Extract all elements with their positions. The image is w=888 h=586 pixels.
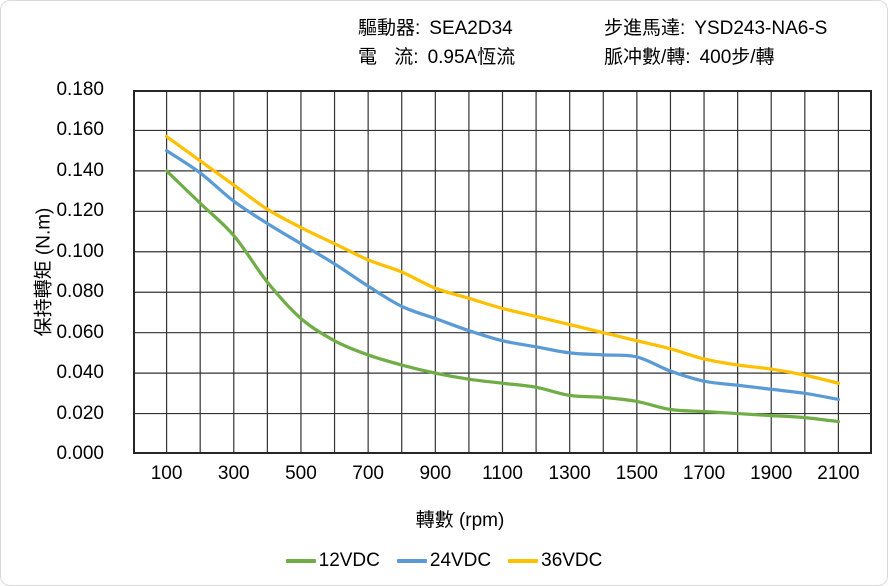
driver-value: SEA2D34 bbox=[429, 18, 513, 39]
plot-border bbox=[133, 90, 872, 454]
legend-line-marker bbox=[396, 559, 427, 563]
x-tick-label: 1300 bbox=[548, 463, 591, 484]
legend: 12VDC 24VDC 36VDC bbox=[0, 548, 888, 574]
curve-36vdc bbox=[164, 134, 841, 385]
x-tick-label: 100 bbox=[150, 463, 183, 484]
pulses-value: 400步/轉 bbox=[699, 47, 775, 68]
header-right-column: 步進馬達: YSD243-NA6-S 脈冲數/轉: 400步/轉 bbox=[604, 14, 827, 72]
current-label: 電 流: bbox=[358, 47, 419, 68]
y-tick-label: 0.080 bbox=[56, 281, 104, 303]
x-tick-label: 1500 bbox=[615, 463, 658, 484]
x-tick-label: 300 bbox=[217, 463, 250, 484]
y-tick-label: 0.060 bbox=[56, 321, 104, 343]
motor-row: 步進馬達: YSD243-NA6-S bbox=[604, 14, 827, 43]
motor-label: 步進馬達: bbox=[604, 18, 686, 39]
legend-item-12vdc: 12VDC bbox=[285, 550, 380, 572]
legend-item-24vdc: 24VDC bbox=[396, 550, 492, 572]
curve-24vdc bbox=[164, 149, 841, 402]
y-tick-label: 0.020 bbox=[56, 402, 104, 424]
x-tick-label: 700 bbox=[352, 463, 384, 484]
motor-value: YSD243-NA6-S bbox=[694, 18, 828, 39]
x-tick-label: 500 bbox=[285, 463, 317, 484]
header-left-column: 驅動器: SEA2D34 電 流: 0.95A恆流 bbox=[358, 14, 515, 72]
plot-area bbox=[133, 90, 872, 454]
x-tick-label: 1700 bbox=[682, 463, 726, 484]
y-tick-label: 0.000 bbox=[56, 443, 104, 464]
legend-line-marker bbox=[285, 559, 316, 563]
legend-line-marker bbox=[508, 559, 539, 563]
y-tick-label: 0.180 bbox=[56, 79, 104, 100]
legend-label: 24VDC bbox=[429, 550, 492, 571]
x-tick-label: 1900 bbox=[750, 463, 793, 484]
x-tick-label: 900 bbox=[419, 463, 452, 484]
legend-label: 36VDC bbox=[541, 550, 603, 571]
legend-item-36vdc: 36VDC bbox=[508, 550, 602, 572]
y-tick-label: 0.120 bbox=[56, 200, 104, 222]
y-tick-label: 0.100 bbox=[56, 240, 104, 262]
y-tick-label: 0.040 bbox=[56, 362, 104, 384]
y-tick-label: 0.160 bbox=[56, 119, 104, 141]
curve-12vdc bbox=[164, 169, 841, 424]
pulses-row: 脈冲數/轉: 400步/轉 bbox=[604, 43, 827, 72]
legend-label: 12VDC bbox=[318, 550, 380, 571]
current-row: 電 流: 0.95A恆流 bbox=[358, 43, 515, 72]
current-value: 0.95A恆流 bbox=[427, 47, 516, 68]
x-axis-title: 轉數 (rpm) bbox=[415, 510, 505, 531]
x-tick-label: 2100 bbox=[817, 463, 860, 484]
pulses-label: 脈冲數/轉: bbox=[604, 47, 691, 68]
x-tick-label: 1100 bbox=[482, 463, 523, 484]
driver-label: 驅動器: bbox=[358, 18, 421, 39]
driver-row: 驅動器: SEA2D34 bbox=[358, 14, 515, 43]
y-axis-title: 保持轉矩 (N.m) bbox=[33, 207, 55, 337]
y-tick-label: 0.140 bbox=[56, 159, 104, 181]
